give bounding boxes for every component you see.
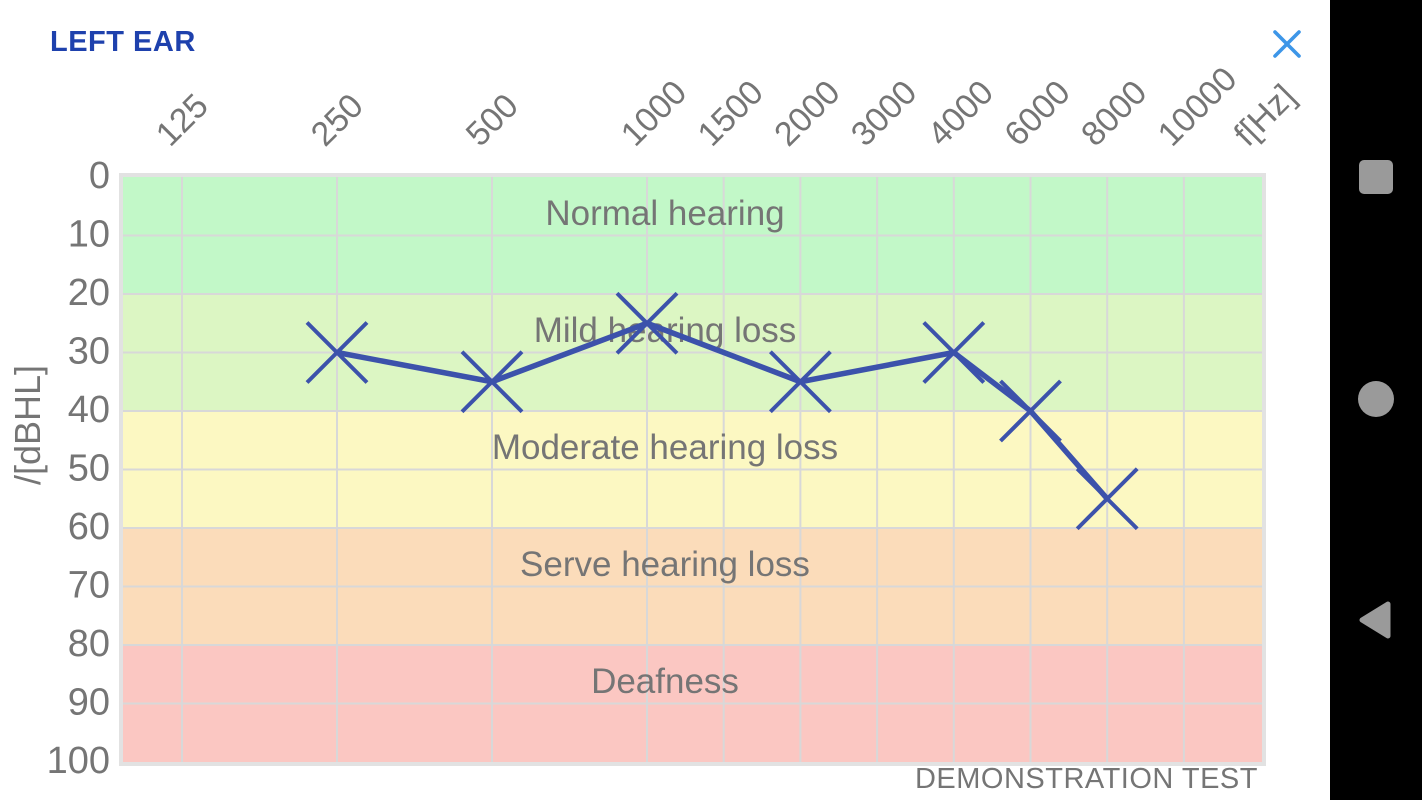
y-tick-label: 70 <box>68 565 110 607</box>
y-tick-label: 20 <box>68 272 110 314</box>
zone-label-4: Deafness <box>591 662 739 701</box>
home-circle-icon <box>1358 381 1394 417</box>
data-point-x-marker <box>922 321 986 384</box>
y-tick-label: 0 <box>89 155 110 197</box>
y-axis-unit-label: /[dBHL] <box>7 365 48 485</box>
x-tick-label: 125 <box>149 87 216 154</box>
x-tick-label: 6000 <box>997 73 1077 153</box>
back-triangle-icon <box>1359 601 1391 639</box>
data-point-x-marker <box>460 350 524 414</box>
x-tick-label: 8000 <box>1074 73 1154 153</box>
home-button[interactable] <box>1330 363 1422 435</box>
zone-label-2: Moderate hearing loss <box>492 428 838 467</box>
x-tick-label: 10000 <box>1151 60 1245 154</box>
x-tick-label: 1500 <box>690 73 770 153</box>
y-tick-label: 30 <box>68 331 110 373</box>
y-tick-label: 80 <box>68 623 110 665</box>
y-tick-label: 90 <box>68 682 110 724</box>
y-tick-label: 60 <box>68 506 110 548</box>
back-button[interactable] <box>1330 584 1422 656</box>
data-point-x-marker <box>615 291 679 355</box>
zone-label-3: Serve hearing loss <box>520 545 810 584</box>
data-point-x-marker <box>768 350 832 414</box>
y-tick-label: 40 <box>68 389 110 431</box>
y-tick-label: 100 <box>47 740 110 782</box>
recents-button[interactable] <box>1330 141 1422 213</box>
close-button[interactable] <box>1269 26 1305 62</box>
y-tick-label: 10 <box>68 214 110 256</box>
android-nav-bar <box>1330 0 1422 800</box>
x-tick-label: 1000 <box>614 73 694 153</box>
x-tick-label: 2000 <box>767 73 847 153</box>
x-tick-label: 4000 <box>921 73 1001 153</box>
x-tick-label: 250 <box>304 87 371 154</box>
x-tick-label: 500 <box>459 87 526 154</box>
zone-label-0: Normal hearing <box>545 194 784 233</box>
x-tick-label: 3000 <box>844 73 924 153</box>
y-tick-label: 50 <box>68 448 110 490</box>
data-point-x-marker <box>1075 467 1139 531</box>
page-title: LEFT EAR <box>50 26 196 58</box>
demonstration-test-label: DEMONSTRATION TEST <box>914 763 1258 795</box>
data-point-x-marker <box>999 379 1062 443</box>
recents-square-icon <box>1359 160 1393 194</box>
close-icon <box>1273 30 1301 58</box>
data-point-x-marker <box>305 321 369 384</box>
